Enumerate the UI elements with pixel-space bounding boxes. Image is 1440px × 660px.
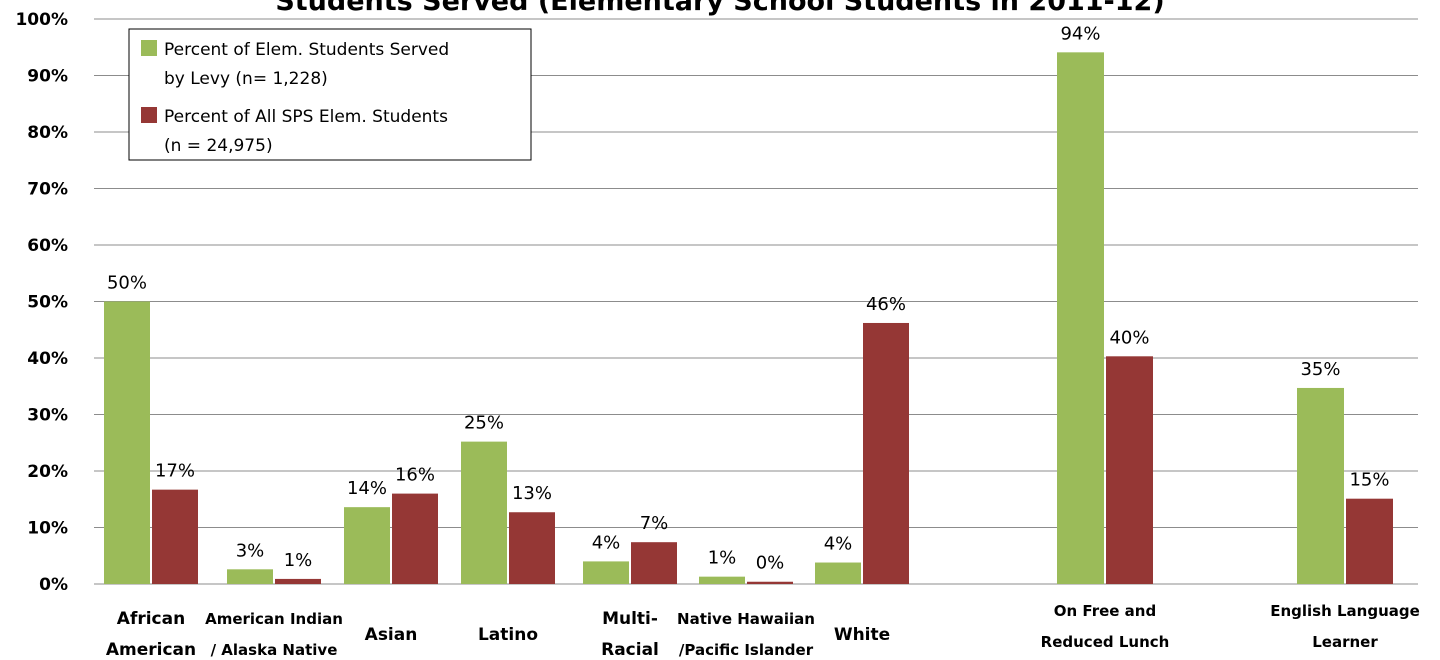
data-label-all-sps-english-language-learner: 15% xyxy=(1349,470,1389,491)
legend-label-levy-line-2: by Levy (n= 1,228) xyxy=(164,69,328,89)
data-label-levy-latino: 25% xyxy=(464,413,504,434)
legend-label-all-sps-line-2: (n = 24,975) xyxy=(164,136,273,156)
bar-levy-white xyxy=(815,562,861,584)
x-category-label: Reduced Lunch xyxy=(1041,633,1170,651)
data-label-levy-asian: 14% xyxy=(347,478,387,499)
bar-levy-native-hawaiian-pacific-islander xyxy=(699,576,745,584)
y-tick-label: 0% xyxy=(39,575,68,595)
x-category-label: English Language xyxy=(1270,602,1420,620)
x-category-label: Racial xyxy=(601,640,659,660)
y-tick-label: 70% xyxy=(27,180,68,200)
x-category-label: / Alaska Native xyxy=(211,641,338,659)
legend-label-all-sps-line-1: Percent of All SPS Elem. Students xyxy=(164,107,448,127)
x-category-label: American Indian xyxy=(205,610,343,628)
bar-all-sps-native-hawaiian-pacific-islander xyxy=(747,581,793,584)
x-category-label: On Free and xyxy=(1054,602,1156,620)
legend-box xyxy=(128,28,532,161)
y-tick-label: 30% xyxy=(27,406,68,426)
gridlines xyxy=(94,18,1418,528)
legend: Percent of Elem. Students Served by Levy… xyxy=(128,28,532,161)
x-category-label: /Pacific Islander xyxy=(679,641,814,659)
bar-all-sps-american-indian-alaska-native xyxy=(275,578,321,584)
x-axis: African American American Indian / Alaska N… xyxy=(106,602,1420,660)
data-label-all-sps-asian: 16% xyxy=(395,465,435,486)
data-label-levy-american-indian-alaska-native: 3% xyxy=(236,540,265,561)
data-label-all-sps-multi-racial: 7% xyxy=(640,513,669,534)
data-label-levy-english-language-learner: 35% xyxy=(1300,359,1340,380)
x-category-label: Native Hawaiian xyxy=(677,610,815,628)
data-label-levy-multi-racial: 4% xyxy=(592,532,621,553)
y-tick-label: 100% xyxy=(15,10,68,30)
data-labels: 50% 3% 14% 25% 4% 1% 4% 94% 35% 17% 1% 16% 13% 7% 0% 46… xyxy=(107,23,1390,573)
y-tick-label: 20% xyxy=(27,462,68,482)
bar-all-sps-on-free-and-reduced-lunch xyxy=(1106,356,1153,584)
bar-levy-multi-racial xyxy=(583,561,629,584)
x-category-label: White xyxy=(834,625,890,645)
bar-all-sps-white xyxy=(863,322,909,584)
bar-all-sps-african-american xyxy=(152,489,198,584)
y-tick-label: 60% xyxy=(27,236,68,256)
x-category-label: Latino xyxy=(478,625,538,645)
data-label-levy-native-hawaiian-pacific-islander: 1% xyxy=(708,548,737,569)
y-tick-label: 50% xyxy=(27,293,68,313)
x-category-label: American xyxy=(106,640,196,660)
data-label-all-sps-native-hawaiian-pacific-islander: 0% xyxy=(756,553,785,574)
y-tick-label: 10% xyxy=(27,519,68,539)
x-category-label: Learner xyxy=(1312,633,1378,651)
data-label-all-sps-american-indian-alaska-native: 1% xyxy=(284,550,313,571)
x-category-label: African xyxy=(117,609,185,629)
bar-levy-latino xyxy=(461,441,507,584)
data-label-levy-african-american: 50% xyxy=(107,273,147,294)
bar-levy-english-language-learner xyxy=(1297,387,1344,584)
data-label-levy-white: 4% xyxy=(824,534,853,555)
bar-levy-asian xyxy=(344,507,390,584)
bar-all-sps-multi-racial xyxy=(631,542,677,584)
data-label-all-sps-african-american: 17% xyxy=(155,461,195,482)
chart-title: Students Served (Elementary School Stude… xyxy=(275,0,1164,17)
legend-swatch-all-sps xyxy=(141,107,157,123)
data-label-all-sps-latino: 13% xyxy=(512,483,552,504)
data-label-levy-on-free-and-reduced-lunch: 94% xyxy=(1060,23,1100,44)
y-tick-label: 80% xyxy=(27,123,68,143)
y-tick-label: 90% xyxy=(27,67,68,87)
bar-all-sps-latino xyxy=(509,512,555,584)
bar-levy-african-american xyxy=(104,301,150,584)
bar-levy-american-indian-alaska-native xyxy=(227,569,273,584)
data-label-all-sps-white: 46% xyxy=(866,294,906,315)
x-category-label: Multi- xyxy=(602,609,658,629)
y-tick-label: 40% xyxy=(27,349,68,369)
bar-levy-on-free-and-reduced-lunch xyxy=(1057,52,1104,584)
bar-all-sps-english-language-learner xyxy=(1346,498,1393,584)
x-category-label: Asian xyxy=(365,625,418,645)
bar-all-sps-asian xyxy=(392,493,438,584)
data-label-all-sps-on-free-and-reduced-lunch: 40% xyxy=(1109,327,1149,348)
legend-label-levy-line-1: Percent of Elem. Students Served xyxy=(164,40,449,60)
bars xyxy=(104,52,1393,584)
legend-swatch-levy xyxy=(141,40,157,56)
